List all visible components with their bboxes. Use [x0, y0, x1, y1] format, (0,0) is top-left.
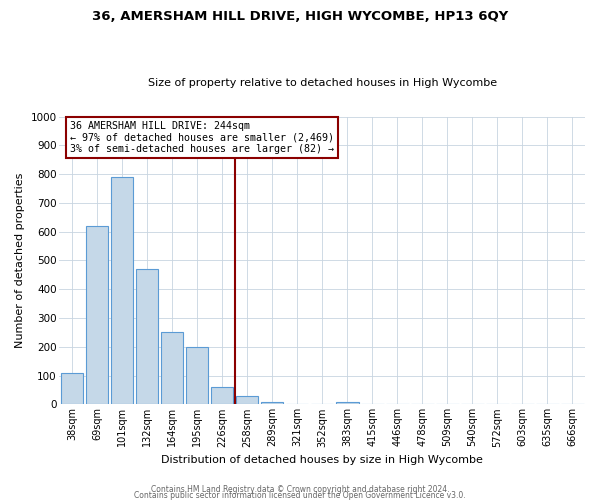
Bar: [336, 402, 359, 404]
Text: 36 AMERSHAM HILL DRIVE: 244sqm
← 97% of detached houses are smaller (2,469)
3% o: 36 AMERSHAM HILL DRIVE: 244sqm ← 97% of …: [70, 121, 334, 154]
Bar: [211, 387, 233, 404]
X-axis label: Distribution of detached houses by size in High Wycombe: Distribution of detached houses by size …: [161, 455, 483, 465]
Title: Size of property relative to detached houses in High Wycombe: Size of property relative to detached ho…: [148, 78, 497, 88]
Bar: [136, 269, 158, 404]
Text: Contains HM Land Registry data © Crown copyright and database right 2024.: Contains HM Land Registry data © Crown c…: [151, 484, 449, 494]
Bar: [186, 347, 208, 405]
Bar: [161, 332, 184, 404]
Bar: [236, 396, 259, 404]
Y-axis label: Number of detached properties: Number of detached properties: [15, 173, 25, 348]
Bar: [261, 402, 283, 404]
Bar: [86, 226, 108, 404]
Bar: [111, 177, 133, 404]
Bar: [61, 372, 83, 404]
Text: Contains public sector information licensed under the Open Government Licence v3: Contains public sector information licen…: [134, 490, 466, 500]
Text: 36, AMERSHAM HILL DRIVE, HIGH WYCOMBE, HP13 6QY: 36, AMERSHAM HILL DRIVE, HIGH WYCOMBE, H…: [92, 10, 508, 23]
